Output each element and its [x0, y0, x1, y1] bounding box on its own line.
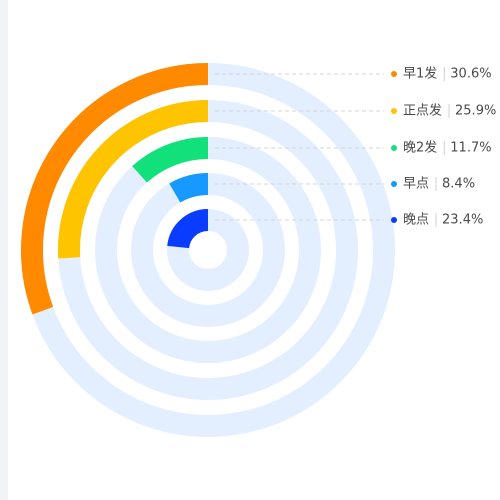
- track-ring: [131, 173, 285, 327]
- legend-marker: [391, 181, 397, 187]
- value-arc: [167, 209, 209, 249]
- legend-guides: [215, 73, 384, 221]
- value-arc: [21, 63, 209, 315]
- legend-marker: [391, 108, 397, 114]
- legend-value-label: 25.9%: [455, 104, 496, 119]
- legend-marker: [391, 145, 397, 151]
- right-edge: [496, 0, 500, 500]
- legend: 早1发 30.6% 正点发 25.9% 晚2发 11.7% 早点 8.4% 晚点 23.4%: [391, 66, 496, 228]
- left-panel-edge: [0, 0, 8, 500]
- value-arcs: [21, 63, 209, 315]
- legend-marker: [391, 71, 397, 77]
- legend-value-label: 8.4%: [442, 177, 475, 192]
- legend-series-name: 正点发: [403, 103, 442, 119]
- legend-value-label: 11.7%: [450, 141, 491, 156]
- legend-value-label: 23.4%: [442, 213, 483, 228]
- legend-series-name: 早点: [403, 177, 429, 192]
- value-arc: [58, 100, 209, 259]
- legend-value-label: 30.6%: [450, 67, 491, 82]
- value-arc: [132, 137, 209, 183]
- legend-marker: [391, 217, 397, 223]
- legend-series-name: 早1发: [403, 66, 437, 82]
- value-arc: [169, 173, 209, 203]
- legend-series-name: 晚点: [403, 213, 429, 228]
- legend-series-name: 晚2发: [403, 140, 437, 156]
